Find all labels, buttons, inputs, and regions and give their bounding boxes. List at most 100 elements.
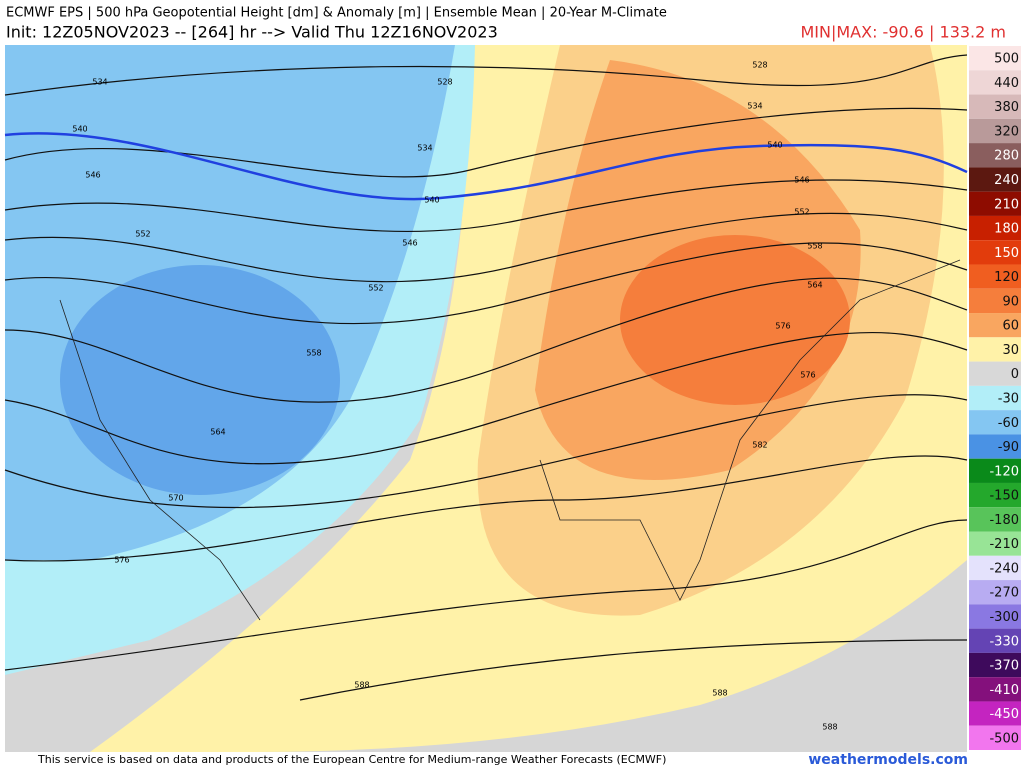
colorbar-label: 150: [994, 246, 1019, 261]
colorbar-label: -330: [989, 634, 1019, 649]
contour: [4, 277, 968, 403]
colorbar-label: 180: [994, 222, 1019, 237]
colorbar-swatch: [969, 337, 1021, 362]
colorbar-swatch: [969, 215, 1021, 241]
colorbar-label: 210: [994, 197, 1019, 212]
colorbar-label: 240: [994, 173, 1019, 188]
anomaly-120: [620, 235, 850, 405]
colorbar-swatch: [969, 434, 1021, 459]
colorbar-swatch: [969, 604, 1021, 629]
colorbar-label: 120: [994, 270, 1019, 285]
colorbar-label: -120: [989, 464, 1019, 479]
subtitle: Init: 12Z05NOV2023 -- [264] hr --> Valid…: [6, 23, 498, 42]
colorbar-swatch: [969, 288, 1021, 314]
credit: This service is based on data and produc…: [37, 753, 666, 766]
colorbar-label: 500: [994, 52, 1019, 67]
colorbar-label: 0: [1011, 367, 1019, 382]
colorbar-swatch: [969, 507, 1021, 532]
colorbar-swatch: [969, 531, 1021, 556]
colorbar-label: 320: [994, 124, 1019, 139]
contour-label: 576: [775, 322, 790, 331]
colorbar-swatch: [969, 94, 1021, 119]
contour-label: 582: [752, 441, 767, 450]
colorbar-swatch: [969, 580, 1021, 605]
colorbar-swatch: [969, 628, 1021, 653]
colorbar-swatch: [969, 701, 1021, 726]
contour: [4, 54, 968, 96]
contour: [299, 639, 968, 701]
contour: [4, 242, 968, 325]
contour-label: 534: [417, 144, 432, 153]
colorbar-swatch: [969, 385, 1021, 411]
colorbar-label: -370: [989, 659, 1019, 674]
colorbar-swatch: [969, 118, 1021, 144]
min-max: MIN|MAX: -90.6 | 133.2 m: [800, 23, 1006, 42]
contour: [4, 107, 968, 178]
colorbar: 500 440 380 320 280 240 210 180 150 120 90 60 30 0 -30…: [969, 46, 1021, 750]
contour-label: 570: [168, 494, 183, 503]
contour-label: 540: [424, 196, 439, 205]
contour-label: 576: [800, 371, 815, 380]
colorbar-label: 60: [1002, 319, 1019, 334]
contour-label: 588: [822, 723, 837, 732]
colorbar-swatch: [969, 555, 1021, 581]
colorbar-swatch: [969, 677, 1021, 702]
contour: [4, 212, 968, 283]
contour: [4, 179, 968, 233]
colorbar-label: -210: [989, 537, 1019, 552]
contour-labels: 534 528 528 534 534 540 540 540 546 546 546 552 552 5…: [72, 61, 837, 732]
colorbar-swatch: [969, 652, 1021, 678]
colorbar-swatch: [969, 167, 1021, 192]
colorbar-label: -300: [989, 610, 1019, 625]
colorbar-swatch: [969, 725, 1021, 750]
colorbar-label: -270: [989, 586, 1019, 601]
contour-label: 528: [752, 61, 767, 70]
colorbar-swatch: [969, 482, 1021, 508]
contour-label: 588: [712, 689, 727, 698]
colorbar-label: -60: [998, 416, 1019, 431]
contour-label: 534: [92, 78, 107, 87]
colorbar-label: -500: [989, 731, 1019, 746]
contour-label: 546: [794, 176, 809, 185]
colorbar-label: -410: [989, 683, 1019, 698]
contour-label: 558: [306, 349, 321, 358]
colorbar-swatch: [969, 240, 1021, 265]
contour-label: 576: [114, 556, 129, 565]
contour-label: 552: [368, 284, 383, 293]
colorbar-swatch: [969, 70, 1021, 95]
contour-label: 540: [72, 125, 87, 134]
colorbar-label: 30: [1002, 343, 1019, 358]
colorbar-label: 90: [1002, 294, 1019, 309]
contour-label: 588: [354, 681, 369, 690]
contour-label: 546: [402, 239, 417, 248]
contour-label: 540: [767, 141, 782, 150]
colorbar-label: 380: [994, 100, 1019, 115]
contour-540: [4, 132, 968, 201]
colorbar-swatch: [969, 410, 1021, 435]
contour-label: 558: [807, 242, 822, 251]
contour: [4, 519, 968, 671]
contour-label: 564: [210, 428, 225, 437]
coastline: [59, 259, 961, 621]
colorbar-swatch: [969, 191, 1021, 216]
anomaly-minus-90: [60, 265, 340, 495]
contour-label: 534: [747, 102, 762, 111]
colorbar-swatch: [969, 46, 1021, 71]
contour-label: 552: [135, 230, 150, 239]
colorbar-label: -180: [989, 513, 1019, 528]
contour-label: 564: [807, 281, 822, 290]
colorbar-swatch: [969, 143, 1021, 168]
colorbar-label: -30: [998, 392, 1019, 407]
colorbar-label: -240: [989, 561, 1019, 576]
title: ECMWF EPS | 500 hPa Geopotential Height …: [6, 6, 667, 21]
colorbar-label: -150: [989, 489, 1019, 504]
colorbar-label: -90: [998, 440, 1019, 455]
colorbar-swatch: [969, 458, 1021, 483]
colorbar-label: 280: [994, 149, 1019, 164]
colorbar-swatch: [969, 313, 1021, 338]
colorbar-label: -450: [989, 707, 1019, 722]
contour: [4, 394, 968, 509]
colorbar-swatch: [969, 264, 1021, 289]
contour: [4, 331, 968, 465]
